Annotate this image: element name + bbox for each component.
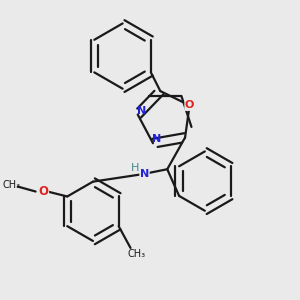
Text: H: H — [130, 163, 139, 173]
Text: N: N — [152, 134, 162, 144]
Text: N: N — [137, 106, 146, 116]
Text: O: O — [185, 100, 194, 110]
Text: CH₃: CH₃ — [128, 249, 146, 259]
Text: N: N — [140, 169, 149, 179]
Text: O: O — [38, 185, 49, 198]
Text: CH₃: CH₃ — [3, 180, 21, 190]
